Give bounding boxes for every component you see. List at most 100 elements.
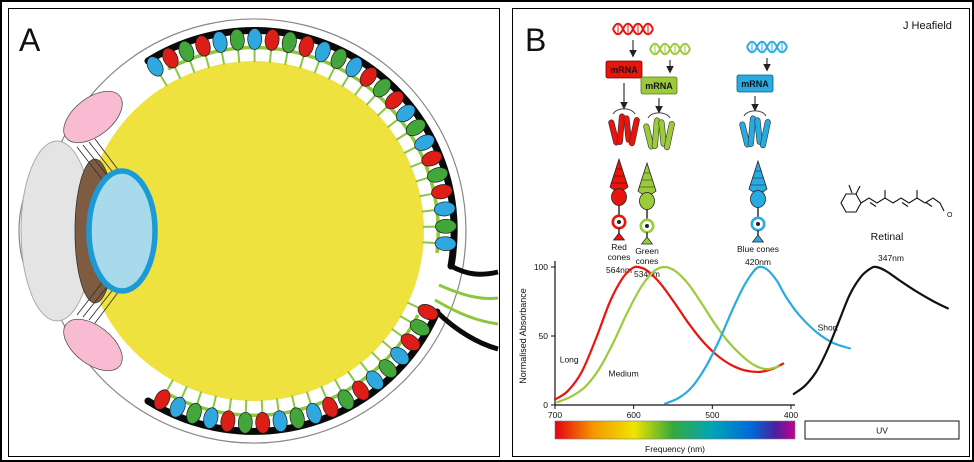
absorbance-curves xyxy=(553,265,949,405)
bipolar-cell xyxy=(320,385,328,399)
red-cones-label-1: Red xyxy=(611,242,627,252)
green-cones-peak: 534nm xyxy=(634,269,660,279)
photoreceptor-cell xyxy=(186,402,202,424)
zonule-fibers-bottom xyxy=(76,278,120,324)
blue-cone-cell-icon xyxy=(747,159,769,244)
bipolar-cell xyxy=(180,385,188,399)
photoreceptor-cell xyxy=(178,40,195,62)
green-cone-cell-icon xyxy=(636,161,658,246)
bipolar-cell xyxy=(212,395,217,409)
bipolar-cell xyxy=(173,66,182,80)
zonule-fibers-top xyxy=(76,138,120,184)
blue-opsin-protein-icon xyxy=(738,110,772,149)
bipolar-cell xyxy=(237,49,241,63)
opsin-absorbance-diagram: B J Heafield mRNA mRNA mRNA xyxy=(518,20,960,454)
optic-nerve xyxy=(434,263,499,352)
photoreceptor-cell xyxy=(229,28,245,51)
mrna-box xyxy=(640,76,678,95)
photoreceptor-layer xyxy=(146,28,457,434)
bipolar-cell-layer xyxy=(159,49,436,413)
bipolar-cell xyxy=(415,176,429,183)
sclera-layer-top xyxy=(144,27,458,270)
chain-methyls xyxy=(884,190,918,198)
mrna-box xyxy=(736,74,774,93)
bipolar-cell xyxy=(159,74,168,87)
mrna-label: mRNA xyxy=(610,65,638,75)
y-tick-label: 0 xyxy=(543,400,548,410)
bipolar-cell xyxy=(313,60,321,74)
red-cones-peak: 564nm xyxy=(606,265,632,275)
photoreceptor-cell xyxy=(352,380,370,401)
bipolar-cell xyxy=(371,351,382,363)
bipolar-cell xyxy=(291,395,296,409)
y-axis-ticks: 100 50 0 xyxy=(534,262,555,410)
bipolar-cell xyxy=(299,55,305,69)
photoreceptor-cell xyxy=(306,402,322,424)
bipolar-cell xyxy=(422,241,436,245)
bipolar-cell xyxy=(305,391,312,405)
green-opsin-gene-icon xyxy=(649,42,691,56)
photoreceptor-cell xyxy=(409,319,430,336)
photoreceptor-cell xyxy=(421,150,443,167)
vitreous-body xyxy=(84,61,424,401)
bipolar-cell xyxy=(341,75,350,88)
bipolar-cell xyxy=(228,398,233,412)
ciliary-body-top xyxy=(63,90,123,144)
panel-a: A xyxy=(8,8,500,457)
retinal-terminal-atom: O xyxy=(947,212,953,219)
photoreceptor-cell xyxy=(372,78,392,98)
photoreceptor-cell xyxy=(281,31,297,54)
eye-cross-section-diagram: A xyxy=(18,18,499,444)
uv-band-label: UV xyxy=(876,426,888,436)
bipolar-cell xyxy=(386,118,399,129)
photoreceptor-cell xyxy=(390,346,410,365)
bipolar-cell xyxy=(410,161,423,169)
photoreceptor-cell xyxy=(378,359,398,378)
photoreceptor-cell xyxy=(345,57,363,78)
photoreceptor-cell xyxy=(272,410,288,432)
bipolar-cell xyxy=(275,398,280,412)
x-tick-label: 500 xyxy=(705,410,719,420)
photoreceptor-cell xyxy=(427,167,449,183)
bipolar-cell xyxy=(334,378,342,392)
panel-b-label: B xyxy=(525,22,546,58)
x-axis-ticks: 700 600 500 400 xyxy=(548,405,798,420)
mrna-box-green: mRNA xyxy=(640,76,678,95)
photoreceptor-cell xyxy=(359,67,378,87)
photoreceptor-cell xyxy=(365,370,384,390)
mrna-box-red: mRNA xyxy=(605,60,643,79)
absorbance-curve-1 xyxy=(556,265,781,404)
x-tick-label: 600 xyxy=(627,410,641,420)
curve-annotation: Short xyxy=(818,323,839,333)
bipolar-cell xyxy=(347,370,357,383)
bipolar-cell xyxy=(421,209,435,213)
bipolar-cell xyxy=(359,361,370,374)
photoreceptor-cell xyxy=(247,28,263,50)
photoreceptor-cell xyxy=(337,389,355,410)
red-opsin-gene-icon xyxy=(612,22,654,36)
mrna-label: mRNA xyxy=(741,79,769,89)
photoreceptor-cell xyxy=(435,218,457,234)
bipolar-cell xyxy=(381,340,393,351)
red-opsin-protein-icon xyxy=(607,108,641,147)
bipolar-cell xyxy=(268,49,273,63)
green-opsin-protein-icon xyxy=(642,112,676,151)
bipolar-cell xyxy=(399,315,412,324)
photoreceptor-cell xyxy=(414,134,435,151)
optic-nerve-fiber xyxy=(438,283,499,300)
photoreceptor-cell xyxy=(153,389,171,410)
photoreceptor-cell xyxy=(298,35,314,57)
curve-annotation: Medium xyxy=(608,368,638,378)
photoreceptor-cell xyxy=(400,333,421,351)
photoreceptor-cell xyxy=(314,41,331,63)
mrna-box xyxy=(605,60,643,79)
double-bonds xyxy=(869,202,933,207)
ciliary-body-bottom xyxy=(63,318,123,372)
bipolar-cell xyxy=(353,84,364,96)
bipolar-cell xyxy=(204,55,211,69)
y-tick-label: 50 xyxy=(539,331,549,341)
blue-opsin-gene-icon xyxy=(746,40,788,54)
x-tick-label: 400 xyxy=(784,410,798,420)
photoreceptor-cell xyxy=(169,396,186,418)
photoreceptor-cell xyxy=(212,31,228,53)
